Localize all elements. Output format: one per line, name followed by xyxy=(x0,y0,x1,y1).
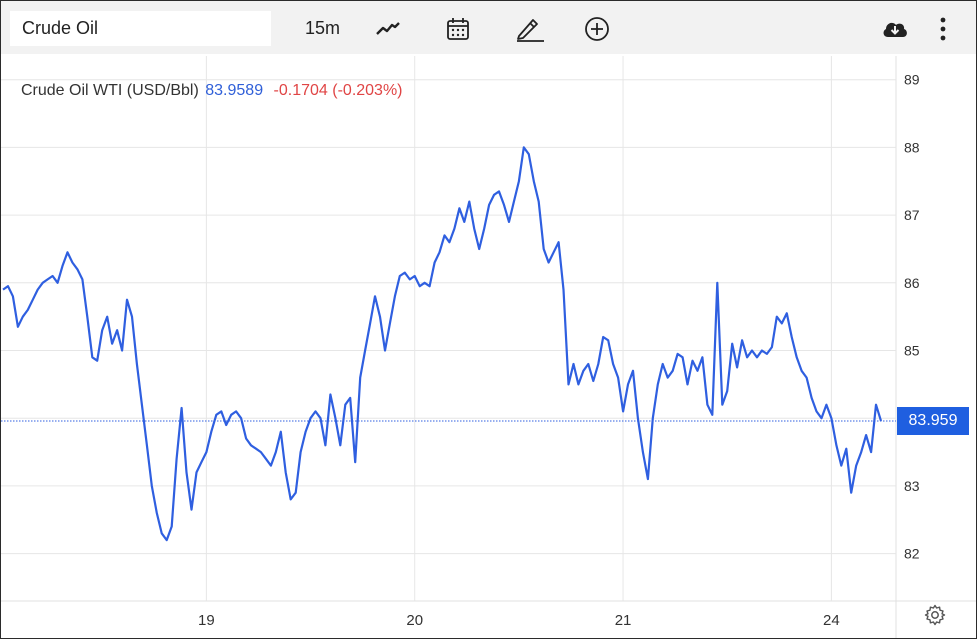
y-tick-label: 82 xyxy=(904,546,920,562)
symbol-search-input[interactable] xyxy=(10,11,271,46)
x-tick-label: 24 xyxy=(823,612,840,629)
instrument-name: Crude Oil WTI (USD/Bbl) xyxy=(21,82,199,99)
price-chart[interactable]: 828384858687888919202124 xyxy=(1,54,976,638)
calendar-icon[interactable] xyxy=(442,13,474,45)
y-tick-label: 86 xyxy=(904,275,920,291)
y-tick-label: 83 xyxy=(904,478,920,494)
interval-selector[interactable]: 15m xyxy=(305,18,341,38)
x-tick-label: 20 xyxy=(406,612,423,629)
current-price: 83.9589 xyxy=(205,82,264,99)
plus-circle-icon[interactable] xyxy=(581,13,613,45)
pencil-icon[interactable] xyxy=(514,13,546,45)
last-price-tag: 83.959 xyxy=(897,406,969,435)
price-change: -0.1704 (-0.203%) xyxy=(273,82,403,99)
more-vertical-icon[interactable] xyxy=(927,13,959,45)
chart-legend: Crude Oil WTI (USD/Bbl) 83.9589 -0.1704 … xyxy=(21,82,403,100)
y-tick-label: 88 xyxy=(904,139,920,155)
line-chart-icon[interactable] xyxy=(372,13,404,45)
y-tick-label: 87 xyxy=(904,207,920,223)
x-tick-label: 21 xyxy=(615,612,632,629)
x-tick-label: 19 xyxy=(198,612,215,629)
price-series-line xyxy=(2,146,883,542)
y-tick-label: 85 xyxy=(904,343,920,359)
y-tick-label: 89 xyxy=(904,72,920,88)
gear-icon[interactable] xyxy=(924,604,946,626)
toolbar: 15m xyxy=(1,1,976,54)
cloud-download-icon[interactable] xyxy=(879,13,911,45)
